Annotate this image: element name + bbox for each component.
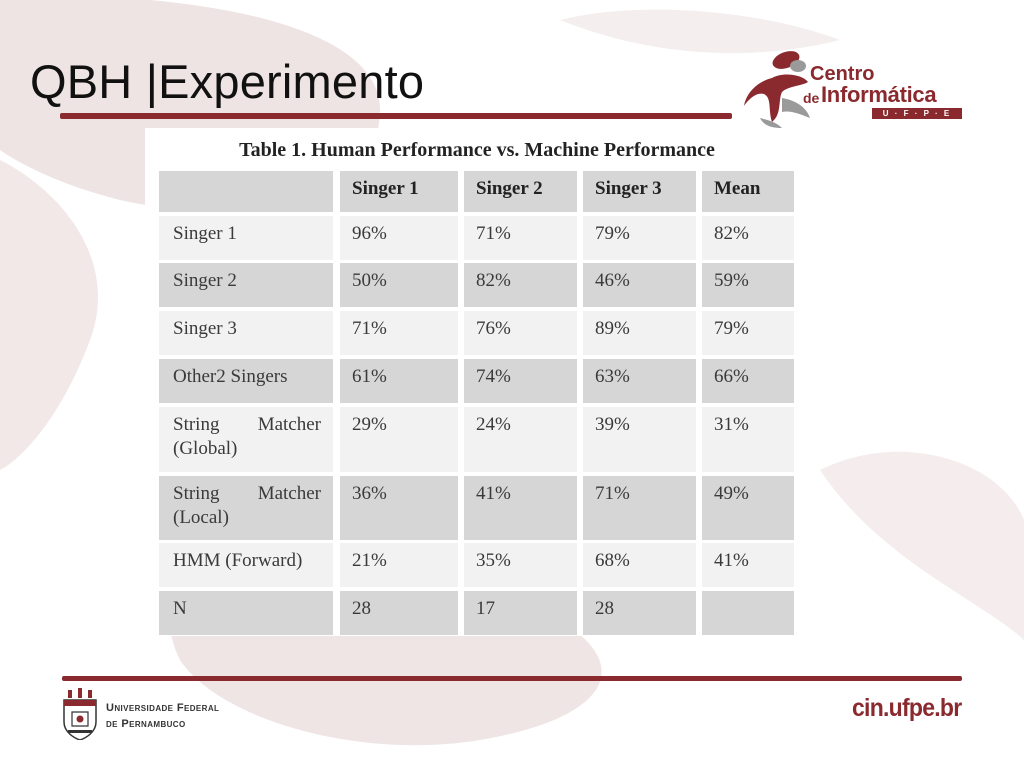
table-cell: 36%: [340, 476, 458, 540]
table-cell: 35%: [464, 543, 577, 587]
table-cell: 63%: [583, 359, 696, 403]
university-name-line2: de Pernambuco: [106, 718, 186, 730]
table-cell: 89%: [583, 311, 696, 355]
table-cell: 28: [340, 591, 458, 635]
table-header-corner: [159, 171, 333, 212]
centro-de-informatica-logo: Centro de Informática U · F · P · E: [742, 48, 972, 130]
table-row-label: Singer 1: [159, 216, 333, 260]
logo-text-ufpe: U · F · P · E: [882, 109, 952, 118]
table-row-label-part: String: [173, 414, 220, 435]
table-row-label-part: Matcher: [257, 414, 321, 435]
cin-url-logo: cin.ufpe.br: [852, 694, 962, 722]
table-row-label: Singer 2: [159, 263, 333, 307]
table-caption: Table 1. Human Performance vs. Machine P…: [239, 139, 715, 161]
table-cell: 76%: [464, 311, 577, 355]
table-row-label: Other2 Singers: [159, 359, 333, 403]
table-cell: 68%: [583, 543, 696, 587]
table-row-label-part: (Global): [173, 438, 238, 459]
table-cell: 71%: [340, 311, 458, 355]
table-cell: 74%: [464, 359, 577, 403]
table-cell: 46%: [583, 263, 696, 307]
logo-ufpe-bar: [872, 108, 962, 119]
footer-divider: [62, 676, 962, 681]
table-cell: 96%: [340, 216, 458, 260]
university-name: Universidade Federal de Pernambuco: [106, 700, 219, 732]
table-header-cell: Singer 1: [340, 171, 458, 212]
table-cell: 29%: [340, 407, 458, 472]
cin-runner-icon: [744, 51, 810, 128]
logo-text-centro: Centro: [810, 63, 875, 85]
table-row-label: N: [159, 591, 333, 635]
table-cell: 59%: [702, 263, 794, 307]
university-name-line1: Universidade Federal: [106, 702, 220, 714]
performance-table-panel: Table 1. Human Performance vs. Machine P…: [145, 128, 809, 636]
table-row-label: String Matcher (Global): [159, 407, 333, 472]
table-cell: 31%: [702, 407, 794, 472]
table-cell: 61%: [340, 359, 458, 403]
table-cell: 41%: [702, 543, 794, 587]
table-header-cell: Singer 3: [583, 171, 696, 212]
table-cell: 82%: [702, 216, 794, 260]
title-divider: [60, 113, 732, 119]
logo-text-de: de: [803, 90, 820, 106]
table-row-label: Singer 3: [159, 311, 333, 355]
table-cell: [702, 591, 794, 635]
table-cell: 39%: [583, 407, 696, 472]
table-row-label: String Matcher (Local): [159, 476, 333, 540]
table-cell: 49%: [702, 476, 794, 540]
logo-text-informatica: Informática: [821, 82, 937, 107]
table-cell: 71%: [464, 216, 577, 260]
table-cell: 82%: [464, 263, 577, 307]
table-header-cell: Singer 2: [464, 171, 577, 212]
table-cell: 79%: [583, 216, 696, 260]
table-cell: 50%: [340, 263, 458, 307]
table-cell: 28: [583, 591, 696, 635]
table-row-label-part: Matcher: [257, 483, 321, 504]
table-cell: 21%: [340, 543, 458, 587]
table-header-cell: Mean: [702, 171, 794, 212]
table-cell: 17: [464, 591, 577, 635]
table-cell: 79%: [702, 311, 794, 355]
table-cell: 71%: [583, 476, 696, 540]
table-cell: 24%: [464, 407, 577, 472]
ufpe-crest-icon: [63, 688, 97, 740]
table-row-label-part: String: [173, 483, 220, 504]
table-row-label: HMM (Forward): [159, 543, 333, 587]
table-row-label-part: (Local): [173, 507, 229, 528]
slide-title: QBH |Experimento: [30, 55, 425, 108]
table-cell: 66%: [702, 359, 794, 403]
table-cell: 41%: [464, 476, 577, 540]
